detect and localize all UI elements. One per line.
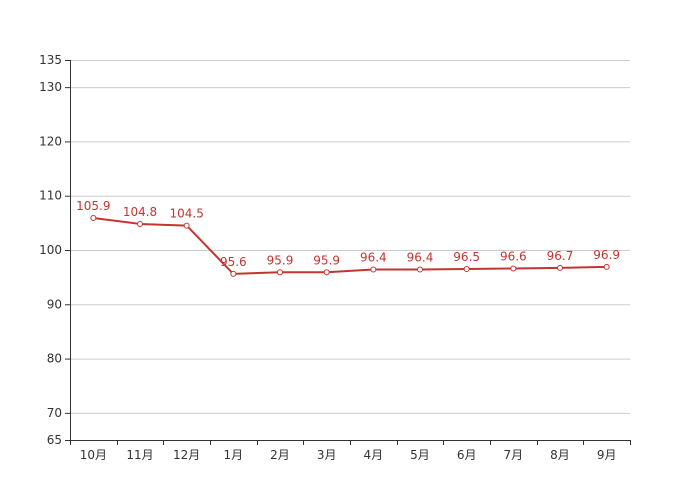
x-tick-label: 7月 (504, 448, 524, 462)
data-label: 104.5 (169, 207, 203, 221)
data-label: 95.9 (267, 253, 294, 267)
y-tick-label: 135 (39, 53, 62, 67)
x-tick-label: 5月 (410, 448, 430, 462)
data-label: 96.6 (500, 249, 527, 263)
data-point (230, 270, 237, 277)
data-label: 96.7 (547, 249, 574, 263)
data-point (603, 263, 610, 270)
data-labels: 105.9 104.8 104.5 95.6 95.9 95.9 96.4 96.4 96.5 9… (76, 199, 620, 269)
x-tick-label: 6月 (457, 448, 477, 462)
x-tick-label: 11月 (126, 448, 153, 462)
x-tick-label: 1月 (224, 448, 244, 462)
y-tick-label: 120 (39, 134, 62, 148)
data-label: 104.8 (123, 205, 157, 219)
y-tick-label: 90 (47, 297, 62, 311)
data-label: 96.5 (453, 250, 480, 264)
series-layer (90, 214, 610, 277)
data-label: 96.4 (360, 251, 387, 265)
x-tick-label: 2月 (270, 448, 290, 462)
y-tick-label: 130 (39, 80, 62, 94)
x-axis-ticks: 10月 11月 12月 1月 2月 3月 4月 5月 6月 7月 8月 9月 (70, 440, 631, 462)
x-tick-label: 10月 (80, 448, 107, 462)
data-label: 95.6 (220, 255, 247, 269)
y-tick-label: 80 (47, 352, 62, 366)
x-tick-label: 12月 (173, 448, 200, 462)
data-label: 95.9 (313, 253, 340, 267)
data-label: 105.9 (76, 199, 110, 213)
x-tick-label: 8月 (550, 448, 570, 462)
x-tick-label: 3月 (317, 448, 337, 462)
y-axis-ticks: 65 70 80 90 100 110 120 130 135 (39, 53, 70, 447)
data-point (277, 269, 283, 276)
x-tick-label: 9月 (597, 448, 617, 462)
gridlines (70, 60, 630, 414)
data-point (137, 220, 143, 227)
x-tick-label: 4月 (364, 448, 384, 462)
data-point (183, 222, 190, 229)
data-label: 96.9 (593, 248, 620, 262)
data-point (557, 264, 563, 271)
y-tick-label: 70 (47, 406, 62, 420)
data-point (463, 266, 470, 272)
series-line (93, 216, 607, 275)
data-point (370, 266, 377, 273)
y-tick-label: 110 (39, 189, 62, 203)
data-label: 96.4 (407, 251, 434, 265)
y-tick-label: 100 (39, 243, 62, 257)
data-point (417, 266, 423, 273)
data-point (323, 269, 330, 276)
y-tick-label: 65 (47, 433, 62, 447)
data-point (510, 265, 517, 272)
data-point (90, 214, 97, 221)
